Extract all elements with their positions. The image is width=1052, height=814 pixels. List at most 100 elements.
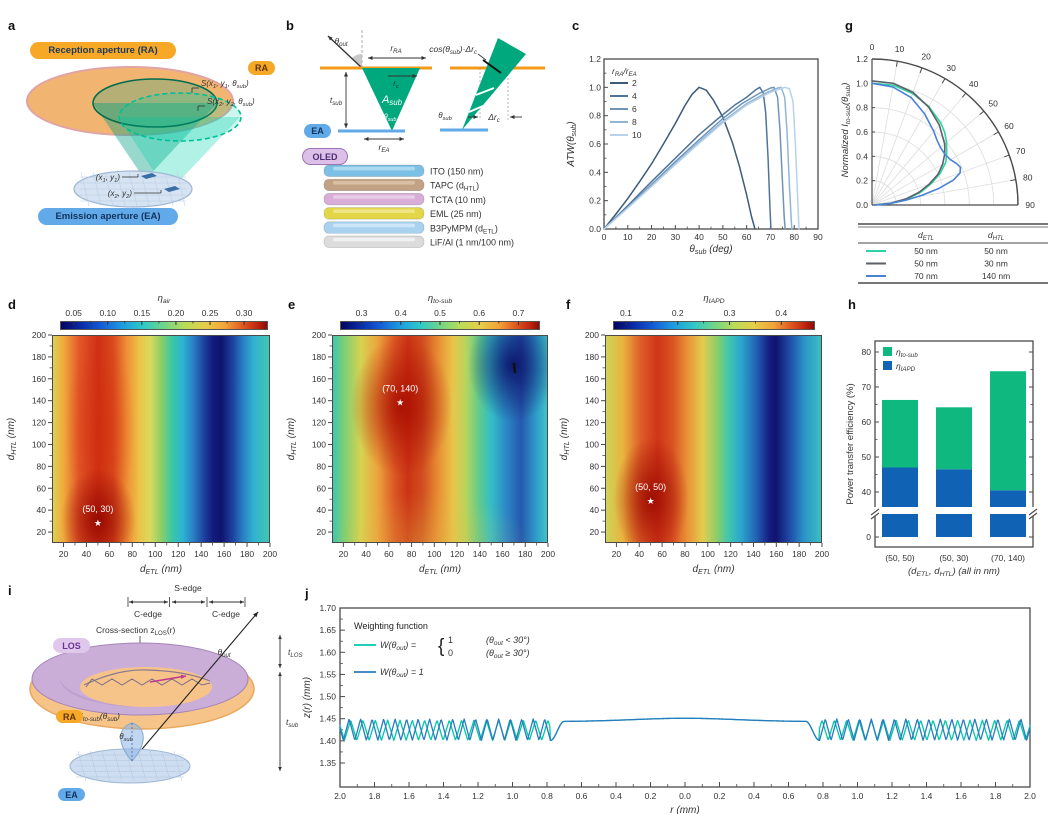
- legend-swatch-iapd: [883, 361, 892, 370]
- plot-frame: [874, 340, 1034, 548]
- label-theta-sub-2: θsub: [438, 111, 452, 122]
- oled-layer: [323, 221, 425, 234]
- panel-f: f ηIAPD 0.1 0.2 0.3 0.4 20 40 60 80 100 120 140 160 1…: [559, 285, 845, 576]
- colorbar-tick: 0.30: [236, 308, 253, 318]
- colorbar-title: ηIAPD: [703, 293, 724, 305]
- oled-layer-highlight: [333, 166, 415, 171]
- y-tick: 80: [590, 461, 600, 471]
- panel-c-letter: c: [572, 18, 580, 33]
- bar-iapd: [936, 469, 972, 537]
- bar-category: (70, 140): [991, 553, 1025, 563]
- colorbar-tick: 0.2: [672, 308, 684, 318]
- x-axis-label: dETL (nm): [692, 564, 734, 576]
- ea-grid: [140, 171, 150, 207]
- oled-layer-highlight: [333, 209, 415, 213]
- x-tick: 0.2: [645, 791, 657, 801]
- oled-pill: OLED: [302, 148, 348, 165]
- arrowhead: [412, 73, 417, 79]
- legend-label-tosub: ηto-sub: [896, 347, 918, 359]
- y-tick: 160: [312, 374, 326, 384]
- angle-label: 60: [1004, 121, 1014, 131]
- x-tick: 180: [518, 549, 532, 559]
- y-tick: 200: [585, 330, 599, 340]
- oled-layer-highlight: [333, 195, 415, 199]
- polar-tick: [993, 131, 999, 136]
- x-tick: 20: [647, 232, 657, 242]
- x-tick: 40: [635, 549, 645, 559]
- y-tick: 100: [312, 439, 326, 449]
- angle-label: 90: [1025, 200, 1035, 210]
- radial-tick: 0.6: [856, 127, 868, 137]
- panel-a: a Reception aperture (RA) Emission apert…: [0, 0, 255, 285]
- angle-label: 0: [870, 42, 875, 52]
- x-tick: 100: [701, 549, 715, 559]
- polar-tick: [919, 67, 923, 74]
- los-cut-edge: [83, 669, 211, 686]
- colorbar-tick: 0.25: [202, 308, 219, 318]
- line: [870, 508, 880, 516]
- x-tick: 1.4: [438, 791, 450, 801]
- y-axis-label: ATW(θsub): [566, 121, 578, 167]
- emission-cone-1: [93, 103, 217, 180]
- polar-grid-arc: [871, 131, 946, 206]
- colorbar-tick: 0.10: [99, 308, 116, 318]
- x-tick: 160: [217, 549, 231, 559]
- y-tick: 1.70: [319, 603, 336, 613]
- angle-label: 40: [969, 79, 979, 89]
- legend-title: Weighting function: [354, 621, 428, 631]
- colorbar-tick: 0.3: [724, 308, 736, 318]
- legend-swatch-tosub: [883, 347, 892, 356]
- y-tick: 0.8: [589, 111, 601, 121]
- x-tick: 1.2: [472, 791, 484, 801]
- y-tick: 1.45: [319, 714, 336, 724]
- legend-entry: 8: [632, 117, 637, 127]
- y-tick: 80: [37, 461, 47, 471]
- ea-grid: [89, 750, 99, 782]
- y-tick: 1.2: [589, 54, 601, 64]
- y-tick: 120: [585, 418, 599, 428]
- colorbar-title: ηair: [158, 293, 172, 305]
- x-tick: 1.2: [886, 791, 898, 801]
- oled-layer-label: EML (25 nm): [430, 209, 482, 219]
- arrowhead: [253, 612, 258, 618]
- arrowhead: [473, 114, 478, 120]
- x-tick: 120: [724, 549, 738, 559]
- x-tick: 20: [612, 549, 622, 559]
- x-tick: 1.8: [990, 791, 1002, 801]
- x-axis-label: dETL (nm): [419, 564, 461, 576]
- y-tick: 160: [32, 374, 46, 384]
- angle-label: 80: [1023, 173, 1033, 183]
- footprint-ellipse-2: [118, 92, 242, 142]
- ea-grid: [128, 171, 138, 207]
- colorbar-tick: 0.05: [65, 308, 82, 318]
- panel-i-letter: i: [8, 583, 12, 598]
- ea-grid: [113, 750, 123, 782]
- x-tick: 1.6: [403, 791, 415, 801]
- polar-axis-label: Normalized Ito-sub(θsub): [840, 83, 852, 178]
- x-tick: 180: [240, 549, 254, 559]
- panel-h: h (50, 50) (50, 30) (70, 140) 0 40 50 60 70 80 ηt…: [845, 285, 1052, 578]
- x-axis-label: θsub (deg): [689, 244, 732, 256]
- y-tick: 20: [37, 527, 47, 537]
- colorbar-tick: 0.4: [395, 308, 407, 318]
- y-tick: 60: [590, 483, 600, 493]
- panel-f-axes: ηIAPD 0.1 0.2 0.3 0.4 20 40 60 80 100 120 140 160 180…: [559, 293, 829, 576]
- x-tick: 50: [718, 232, 728, 242]
- radial-tick: 1.0: [856, 78, 868, 88]
- legend-htl: 30 nm: [984, 259, 1008, 269]
- panel-h-letter: h: [848, 297, 856, 312]
- y-tick: 50: [862, 452, 872, 462]
- emission-aperture-pill: Emission aperture (EA): [38, 208, 178, 225]
- panel-e-axes: ηto-sub 0.3 0.4 0.5 0.6 0.7 20 40 60 80 100 120 140 1…: [286, 293, 555, 576]
- x-tick: 60: [742, 232, 752, 242]
- x-tick: 0.4: [748, 791, 760, 801]
- angle-label: 20: [921, 51, 931, 61]
- ea-point-marker-2: [164, 186, 180, 192]
- oled-layer-label: LiF/Al (1 nm/100 nm): [430, 238, 514, 248]
- legend-1-top-cond: (θout < 30°): [486, 635, 530, 647]
- x-tick: 1.4: [921, 791, 933, 801]
- polar-spoke: [871, 179, 1016, 206]
- oled-layer-highlight: [333, 223, 415, 228]
- x-tick: 140: [746, 549, 760, 559]
- polar-spoke: [871, 78, 946, 206]
